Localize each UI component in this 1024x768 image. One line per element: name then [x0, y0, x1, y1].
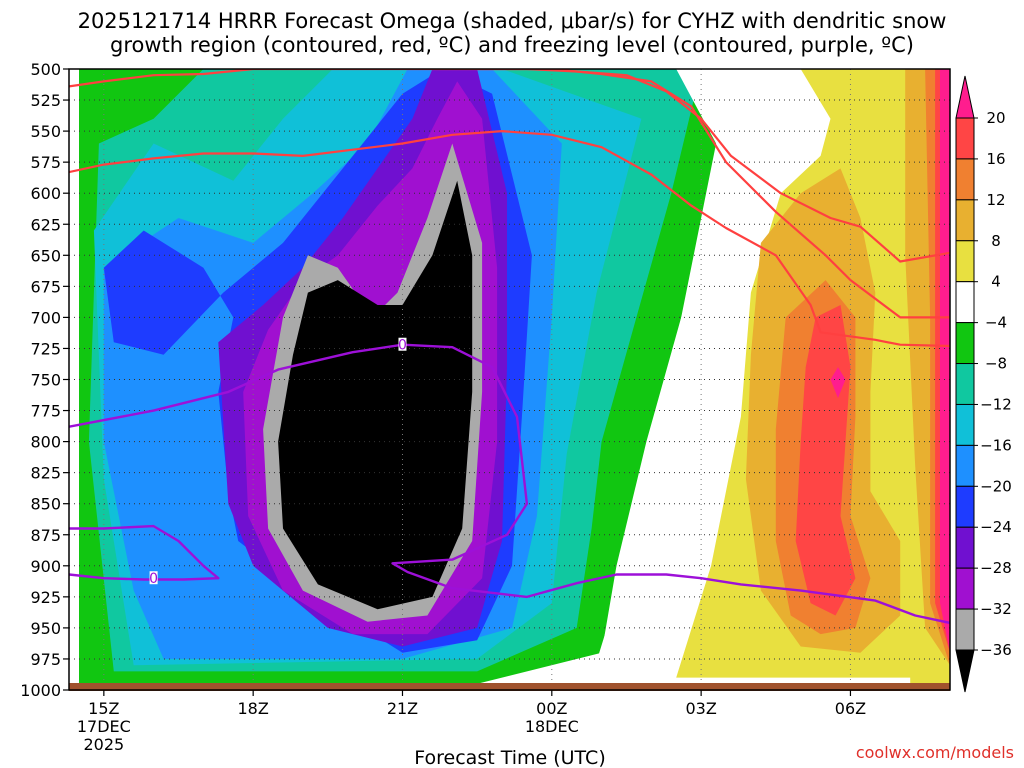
colorbar-top-arrow	[955, 75, 975, 119]
y-tick-label-18: 950	[30, 619, 61, 638]
y-tick-label-8: 700	[30, 308, 61, 327]
grid-lines	[69, 69, 950, 690]
omega-region-9	[591, 69, 816, 678]
y-tick-label-4: 600	[30, 184, 61, 203]
ground-strip	[69, 683, 950, 691]
colorbar-swatch-2	[955, 158, 975, 201]
colorbar-label-10: −24	[980, 518, 1012, 536]
y-tick-label-13: 825	[30, 464, 61, 483]
y-axis: 500 525 550 575 600 625 650 675 700 725 750 775 800 8…	[20, 60, 69, 700]
colorbar-swatch-6	[955, 322, 975, 365]
y-tick-label-19: 975	[30, 650, 61, 669]
y-tick-label-5: 625	[30, 215, 61, 234]
x-tick-date-3: 18DEC	[525, 717, 579, 736]
colorbar-swatch-13	[955, 608, 975, 651]
y-tick-label-10: 750	[30, 371, 61, 390]
y-tick-label-14: 850	[30, 495, 61, 514]
freezing-label-bg-1	[149, 571, 158, 585]
y-tick-label-9: 725	[30, 339, 61, 358]
colorbar-label-12: −32	[980, 600, 1012, 618]
colorbar-swatch-3	[955, 199, 975, 242]
y-tick-label-12: 800	[30, 433, 61, 452]
colorbar-swatch-9	[955, 444, 975, 487]
colorbar-label-0: 20	[986, 109, 1005, 127]
freezing-contour-1	[69, 524, 220, 581]
colorbar-swatch-11	[955, 526, 975, 569]
y-tick-label-17: 925	[30, 588, 61, 607]
freezing-contour-0	[69, 343, 950, 625]
dgz-contour-2	[477, 69, 950, 263]
y-tick-label-7: 675	[30, 277, 61, 296]
x-axis-label: Forecast Time (UTC)	[414, 747, 605, 768]
y-tick-label-0: 500	[30, 60, 61, 79]
dendritic-growth-contours	[69, 69, 950, 348]
chart-title-line-1: 2025121714 HRRR Forecast Omega (shaded, …	[78, 9, 947, 33]
freezing-contour-label-1: 0	[149, 571, 158, 587]
colorbar-label-7: −12	[980, 395, 1012, 413]
y-tick-label-2: 550	[30, 122, 61, 141]
colorbar-label-9: −20	[980, 477, 1012, 495]
x-tick-label-4: 03Z	[685, 699, 716, 718]
dgz-contour-1	[69, 130, 950, 348]
y-tick-label-11: 775	[30, 402, 61, 421]
freezing-level-contours: 00	[69, 337, 950, 625]
colorbar-label-8: −16	[980, 436, 1012, 454]
colorbar-label-6: −8	[985, 355, 1007, 373]
omega-shaded-regions	[79, 69, 950, 690]
colorbar-swatch-7	[955, 363, 975, 405]
colorbar: 20 16 12 8 4 −4 −8 −12 −16 −20 −24 −28 −32 −36	[955, 75, 1012, 693]
colorbar-label-4: 4	[991, 273, 1001, 291]
freezing-label-bg-0	[398, 337, 407, 351]
x-tick-label-1: 18Z	[237, 699, 268, 718]
x-tick-label-5: 06Z	[835, 699, 866, 718]
credit-text: coolwx.com/models	[856, 743, 1014, 762]
x-tick-label-2: 21Z	[387, 699, 418, 718]
x-tick-label-3: 00Z	[536, 699, 567, 718]
colorbar-swatch-10	[955, 485, 975, 528]
colorbar-swatch-8	[955, 403, 975, 446]
colorbar-label-5: −4	[985, 314, 1007, 332]
x-tick-year-0: 2025	[83, 735, 124, 754]
colorbar-bottom-arrow	[955, 649, 975, 693]
colorbar-label-11: −28	[980, 559, 1012, 577]
y-tick-label-15: 875	[30, 526, 61, 545]
omega-region-19	[940, 69, 950, 653]
y-tick-label-3: 575	[30, 153, 61, 172]
colorbar-swatch-4	[955, 240, 975, 283]
colorbar-swatch-1	[955, 117, 975, 160]
freezing-contour-label-0: 0	[398, 338, 407, 354]
y-tick-label-20: 1000	[20, 681, 61, 700]
x-tick-date-0: 17DEC	[77, 717, 131, 736]
y-tick-label-6: 650	[30, 246, 61, 265]
colorbar-swatch-5	[955, 281, 975, 324]
colorbar-label-2: 12	[986, 191, 1005, 209]
omega-region-14	[830, 367, 846, 399]
omega-region-8	[278, 180, 473, 610]
colorbar-label-3: 8	[991, 232, 1001, 250]
colorbar-label-13: −36	[980, 641, 1012, 659]
colorbar-label-1: 16	[986, 150, 1005, 168]
chart-title-line-2: growth region (contoured, red, ºC) and f…	[110, 33, 914, 57]
x-tick-label-0: 15Z	[88, 699, 119, 718]
colorbar-swatch-12	[955, 567, 975, 610]
y-tick-label-1: 525	[30, 91, 61, 110]
y-tick-label-16: 900	[30, 557, 61, 576]
